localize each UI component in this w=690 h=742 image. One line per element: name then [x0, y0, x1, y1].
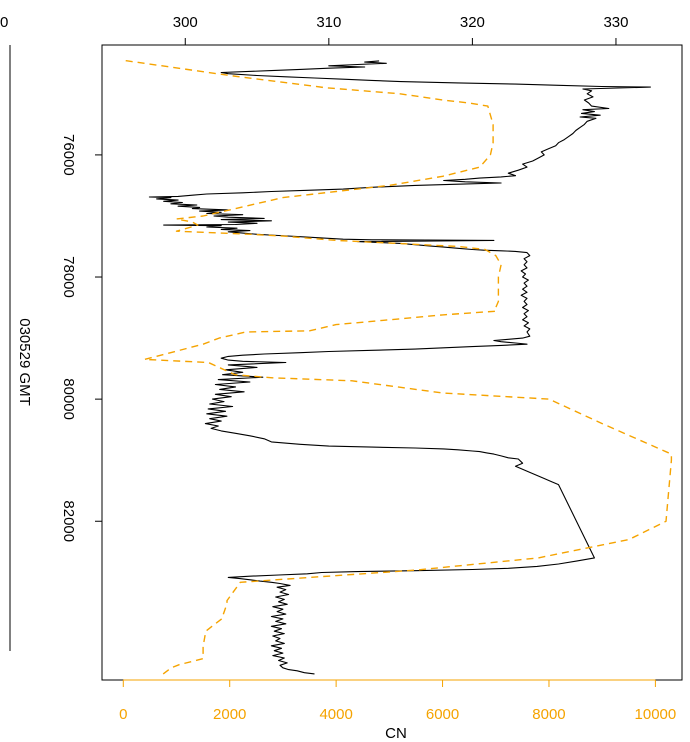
- left-tick-label: 82000: [60, 500, 77, 542]
- bottom-tick-label: 4000: [319, 706, 352, 723]
- bottom-axis: 0 2000 4000 6000 8000 10000: [119, 679, 677, 723]
- bottom-tick-label: 0: [119, 706, 127, 723]
- top-tick-label: 320: [460, 14, 485, 31]
- bottom-tick-label: 8000: [532, 706, 565, 723]
- left-tick-label: 80000: [60, 378, 77, 420]
- series-line-0: [148, 60, 651, 675]
- left-tick-label: 76000: [60, 134, 77, 176]
- top-axis-partial-label: 20: [0, 14, 8, 31]
- left-axis-title: 030529 GMT: [16, 318, 33, 406]
- series-layer: [123, 59, 673, 675]
- top-tick-label: 330: [603, 14, 628, 31]
- bottom-axis-title: CN: [385, 725, 407, 742]
- plot-frame: [101, 44, 683, 681]
- top-tick-label: 310: [316, 14, 341, 31]
- bottom-tick-label: 2000: [213, 706, 246, 723]
- bottom-tick-label: 6000: [426, 706, 459, 723]
- left-tick-label: 78000: [60, 256, 77, 298]
- top-tick-label: 300: [173, 14, 198, 31]
- bottom-tick-label: 10000: [635, 706, 677, 723]
- series-line-1: [123, 59, 673, 675]
- left-axis: 76000 78000 80000 82000: [60, 134, 102, 542]
- top-axis: 300 310 320 330: [173, 14, 628, 45]
